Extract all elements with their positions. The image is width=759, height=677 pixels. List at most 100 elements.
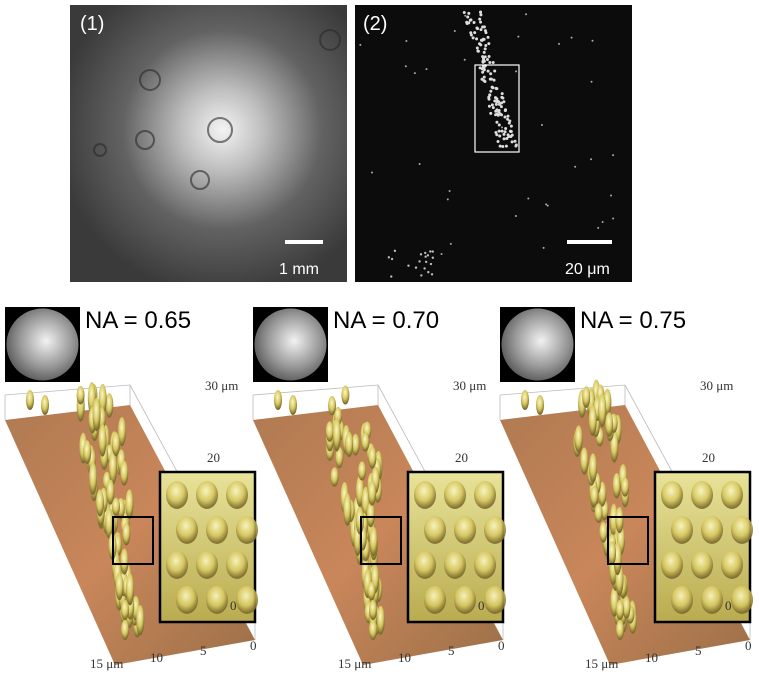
peak xyxy=(89,462,97,495)
particle xyxy=(405,40,407,42)
particle xyxy=(390,275,392,277)
particle xyxy=(425,68,427,70)
particle xyxy=(503,137,506,140)
inset-peak xyxy=(671,516,693,544)
peak xyxy=(328,396,336,415)
particle xyxy=(504,130,507,133)
particle xyxy=(514,140,517,143)
inset-peak xyxy=(176,586,198,614)
peak xyxy=(83,440,91,464)
particle xyxy=(489,112,492,115)
inset-peak xyxy=(671,586,693,614)
particle xyxy=(500,96,503,99)
y-axis-label: 20 xyxy=(702,450,715,465)
particle xyxy=(483,79,486,82)
particle xyxy=(489,72,492,75)
y-axis-label: 30 μm xyxy=(453,378,486,393)
peak xyxy=(356,507,364,534)
particle xyxy=(467,12,470,15)
pupil-disc xyxy=(255,309,327,381)
peak xyxy=(343,493,351,526)
particle xyxy=(418,260,420,262)
particle xyxy=(388,256,390,258)
x-axis-label: 15 μm xyxy=(585,656,618,671)
particle xyxy=(486,58,489,61)
peak xyxy=(589,453,597,482)
particle xyxy=(427,254,429,256)
particle xyxy=(488,94,491,97)
particle xyxy=(359,44,361,46)
particle xyxy=(483,76,486,79)
particle xyxy=(473,31,476,34)
peak xyxy=(575,425,583,452)
peak xyxy=(361,433,369,452)
y-axis-label: 0 xyxy=(725,598,732,613)
inset-peak xyxy=(474,551,496,579)
peak xyxy=(121,620,129,640)
particle xyxy=(475,37,478,40)
inset-peak xyxy=(484,586,506,614)
peak xyxy=(26,390,34,410)
particle xyxy=(496,113,499,116)
particle xyxy=(479,21,482,24)
inset-peak xyxy=(166,481,188,509)
peak xyxy=(608,541,616,565)
y-axis-label: 20 xyxy=(455,450,468,465)
particle xyxy=(517,36,519,38)
x-axis-label: 15 μm xyxy=(90,656,123,671)
particle xyxy=(371,172,373,174)
particle xyxy=(482,57,485,60)
particle xyxy=(479,13,482,16)
inset-peak xyxy=(474,481,496,509)
particle xyxy=(478,18,481,21)
inset-peak xyxy=(444,551,466,579)
particle xyxy=(508,120,511,123)
peak xyxy=(341,385,349,404)
peak xyxy=(274,390,282,410)
particle xyxy=(483,51,486,54)
particle xyxy=(511,134,514,137)
particle xyxy=(527,198,529,200)
particle xyxy=(488,98,491,101)
particle xyxy=(495,103,498,106)
peak xyxy=(368,582,376,601)
peak xyxy=(333,418,341,451)
peak xyxy=(358,461,366,480)
peak xyxy=(582,386,590,408)
na-title: NA = 0.75 xyxy=(580,307,686,334)
particle xyxy=(463,11,466,14)
inset-peak xyxy=(206,516,228,544)
peak xyxy=(96,489,104,516)
particle xyxy=(441,253,443,255)
particle xyxy=(479,28,482,31)
peak xyxy=(605,412,613,437)
inset-peak xyxy=(226,481,248,509)
particle xyxy=(489,90,492,93)
particle xyxy=(489,78,492,81)
peak xyxy=(599,522,607,543)
x-axis-label: 0 xyxy=(498,638,505,653)
peak xyxy=(116,573,124,600)
particle xyxy=(590,158,592,160)
particle xyxy=(407,264,409,266)
inset-peak xyxy=(454,586,476,614)
inset-peak xyxy=(691,481,713,509)
particle xyxy=(491,103,494,106)
peak xyxy=(616,620,624,640)
inset-peak xyxy=(731,586,753,614)
peak xyxy=(125,489,133,519)
y-axis-label: 30 μm xyxy=(205,378,238,393)
peak xyxy=(368,446,376,468)
particle xyxy=(483,25,486,28)
peak xyxy=(580,447,588,474)
particle xyxy=(591,81,593,83)
x-axis-label: 0 xyxy=(745,638,752,653)
particle xyxy=(543,247,545,249)
particle xyxy=(497,140,500,143)
peak xyxy=(368,480,376,505)
x-axis-label: 5 xyxy=(200,643,207,658)
x-axis-label: 10 xyxy=(398,650,411,665)
particle xyxy=(494,131,497,134)
inset-peak xyxy=(454,516,476,544)
